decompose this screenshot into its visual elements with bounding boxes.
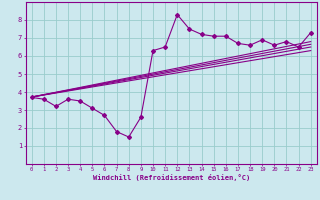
X-axis label: Windchill (Refroidissement éolien,°C): Windchill (Refroidissement éolien,°C)	[92, 174, 250, 181]
